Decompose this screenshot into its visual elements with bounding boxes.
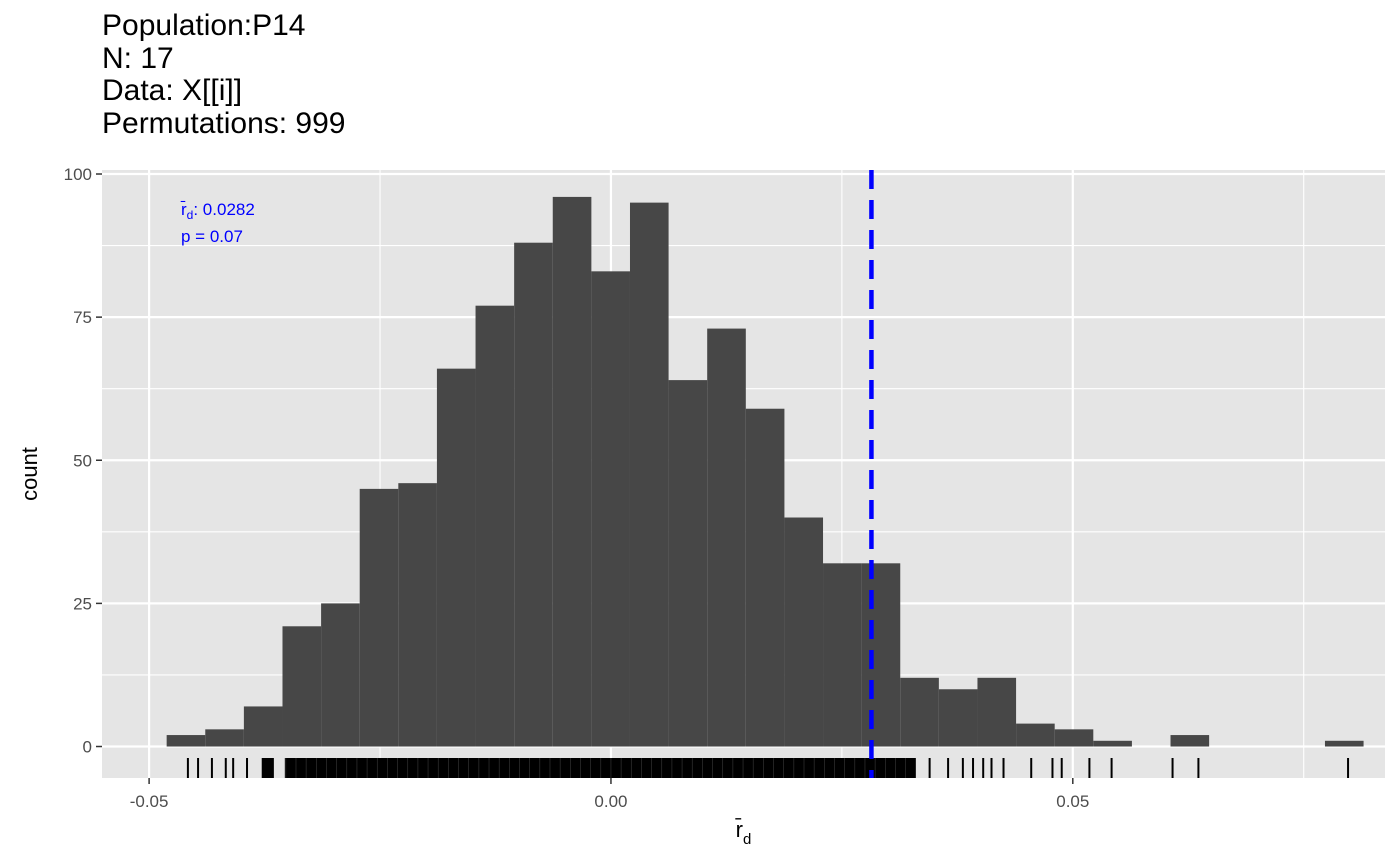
y-tick-label: 50	[73, 451, 92, 470]
histogram-bar	[938, 689, 978, 747]
title-n: N: 17	[102, 41, 174, 75]
histogram-bar	[900, 677, 939, 747]
histogram-bar	[1054, 729, 1094, 747]
histogram-bar	[1324, 740, 1364, 747]
histogram-bar	[436, 368, 476, 747]
histogram-bar	[321, 603, 360, 747]
histogram-bar	[629, 202, 669, 747]
title-population: Population:P14	[102, 9, 306, 42]
histogram-bar	[282, 626, 322, 747]
x-axis-title: r̄d	[735, 817, 751, 848]
histogram-bar	[1093, 740, 1132, 747]
histogram-bar	[1016, 723, 1055, 747]
observed-annotation: r̄d: 0.0282	[180, 200, 255, 222]
histogram-bar	[861, 563, 901, 747]
histogram-bar	[1170, 735, 1210, 747]
histogram-bar	[823, 563, 862, 747]
histogram-bar	[707, 328, 746, 747]
y-tick-label: 0	[83, 738, 92, 757]
histogram-bar	[552, 196, 592, 747]
histogram-bar	[398, 483, 437, 747]
histogram-bar	[514, 242, 553, 747]
y-tick-label: 25	[73, 594, 92, 613]
x-tick-label: -0.05	[130, 792, 169, 811]
histogram-bar	[745, 408, 785, 747]
histogram-bar	[166, 735, 206, 747]
histogram-bar	[205, 729, 244, 747]
y-tick-label: 100	[64, 165, 92, 184]
histogram-bar	[359, 488, 399, 747]
y-axis-title: count	[17, 447, 42, 501]
histogram-bar	[243, 706, 283, 747]
title-data: Data: X[[i]]	[102, 74, 243, 107]
histogram-bar	[977, 677, 1017, 747]
histogram-bar	[475, 305, 515, 747]
histogram-bar	[668, 380, 708, 747]
chart-title: Population:P14 N: 17 Data: X[[i]] Permut…	[102, 9, 346, 140]
rug-dense-band	[284, 758, 916, 778]
histogram-bar	[591, 271, 630, 747]
x-tick-label: 0.05	[1056, 792, 1089, 811]
p-value-annotation: p = 0.07	[181, 227, 243, 246]
y-tick-label: 75	[73, 308, 92, 327]
x-tick-label: 0.00	[594, 792, 627, 811]
title-permutations: Permutations: 999	[102, 106, 346, 140]
histogram-bar	[784, 517, 824, 747]
rug-dense-band	[261, 758, 273, 778]
